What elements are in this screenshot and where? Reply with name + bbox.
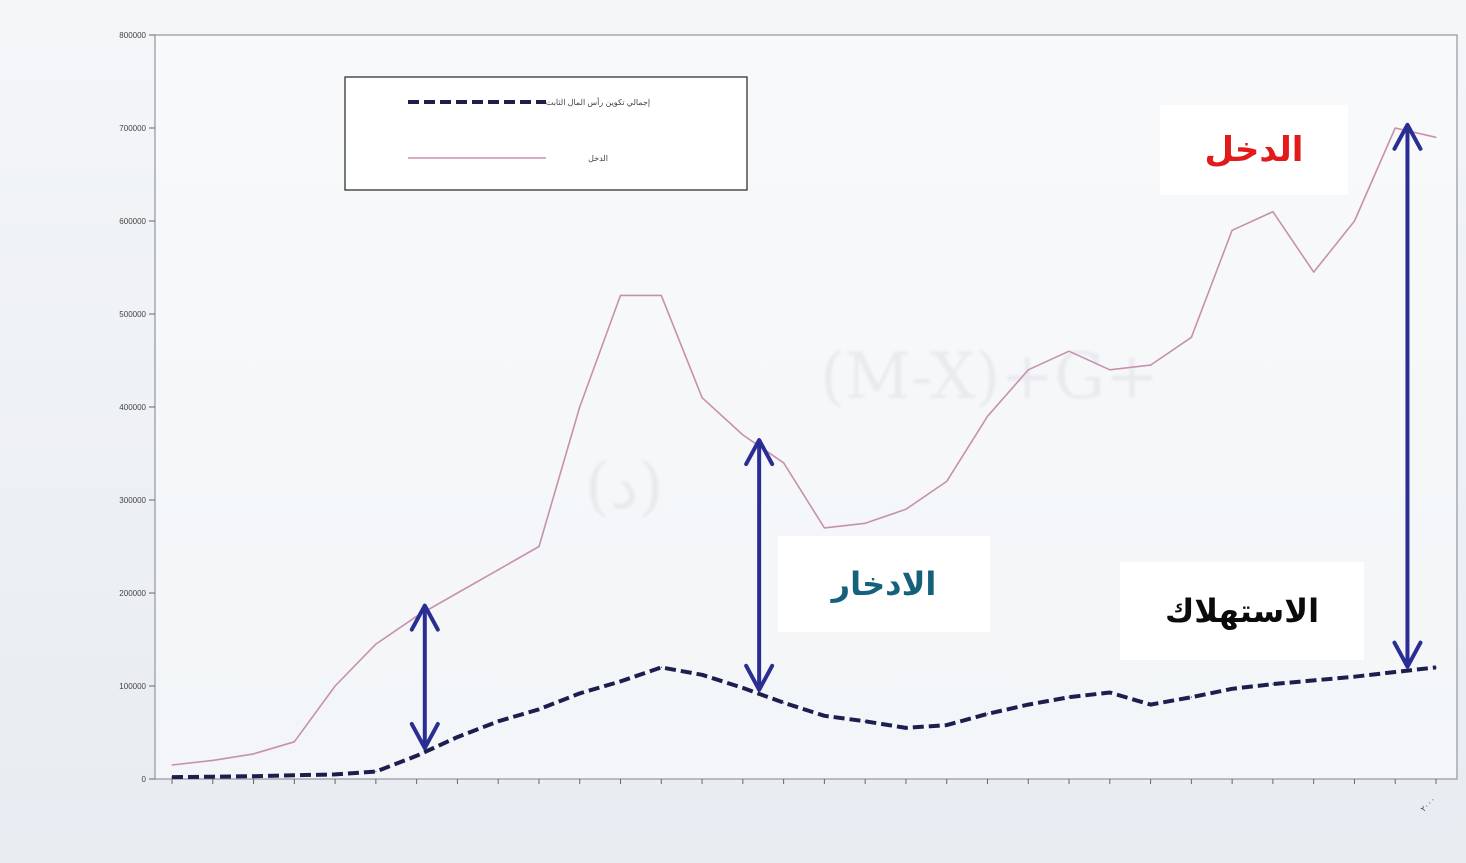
income-point [579,406,581,408]
y-tick-label: 700000 [119,124,146,133]
y-tick-label: 200000 [119,589,146,598]
income-label: الدخل [1160,105,1348,195]
income-point [742,434,744,436]
saving-label: الادخار [778,536,990,632]
legend: إجمالي تكوين رأس المال الثابت الدخل [344,76,748,191]
capital-formation-point [538,708,540,710]
income-point [252,753,255,755]
capital-formation-point [579,692,581,695]
series-layer [171,127,1437,780]
capital-formation-point [456,736,459,738]
x-tick-label: ٢٠٠٠ [1419,795,1438,814]
capital-formation-point [375,770,377,773]
capital-formation-point [1353,676,1356,678]
income-point [1190,336,1192,338]
income-point [171,764,173,766]
y-axis: 0 100000 200000 300000 400000 500000 600000 700… [119,31,155,784]
legend-label-capital: إجمالي تكوين رأس المال الثابت [546,96,650,107]
income-point [538,545,540,548]
y-tick-label: 100000 [119,682,146,691]
capital-formation-point [1313,679,1315,682]
legend-label-income: الدخل [588,154,608,163]
capital-formation-point [864,720,866,722]
capital-formation-point [823,715,825,717]
income-line [171,127,1437,766]
capital-formation-point [660,666,662,669]
capital-formation-line [171,665,1437,780]
gap-arrow-middle-head-top [744,438,775,467]
income-point [619,294,622,296]
y-tick-label: 0 [142,775,147,784]
income-point [212,759,214,762]
capital-formation-point [1190,696,1192,698]
capital-formation-point [742,687,744,689]
capital-formation-point [1435,666,1437,669]
gap-arrow-left-head-bottom [409,722,440,751]
capital-formation-point [619,680,622,682]
capital-formation-point [1149,704,1152,706]
y-tick-label: 500000 [119,310,146,319]
capital-formation-point [1231,688,1233,690]
show-through-text: (M-X)+G+ [820,340,1159,414]
capital-formation-point [293,774,295,776]
income-point [375,643,377,645]
capital-formation-point [905,727,907,729]
income-point [1027,369,1029,371]
capital-formation-point [946,724,948,726]
income-point [456,592,459,594]
y-tick-label: 400000 [119,403,146,412]
capital-formation-point [171,776,173,778]
capital-formation-point [416,755,418,757]
income-point [1313,271,1315,273]
annotation-arrows [409,122,1423,751]
capital-formation-point [334,773,336,775]
income-point [497,569,499,571]
capital-formation-point [1068,696,1070,698]
capital-formation-point [1394,671,1396,673]
capital-formation-point [497,720,499,722]
capital-formation-point [1272,683,1274,685]
income-point [1231,229,1233,231]
gap-arrow-right-head-top [1392,122,1423,151]
capital-formation-point [252,775,255,777]
income-point [660,294,662,296]
income-point [1435,136,1437,138]
gap-arrow-left-head-top [409,603,440,632]
capital-formation-point [701,674,703,676]
income-point [864,522,866,524]
capital-formation-point [986,713,989,715]
consumption-label: الاستهلاك [1120,562,1364,660]
y-tick-label: 600000 [119,217,146,226]
income-point [1068,350,1070,352]
income-point [823,527,825,529]
capital-formation-point [1109,691,1111,694]
income-point [1353,220,1356,222]
x-axis: ٢٠٠٠ [171,779,1438,814]
income-point [1272,211,1274,213]
legend-box [344,76,748,191]
income-point [946,480,948,482]
capital-formation-point [783,702,785,704]
gap-arrow-middle-head-bottom [744,663,775,692]
income-point [905,508,907,510]
capital-formation-point [212,776,214,778]
income-point [1149,364,1152,366]
income-point [334,685,336,687]
income-point [1109,369,1111,371]
income-point [1394,127,1396,129]
income-point [986,415,989,417]
capital-formation-point [1027,704,1029,706]
y-tick-label: 800000 [119,31,146,40]
y-tick-label: 300000 [119,496,146,505]
income-point [293,741,295,743]
show-through-text: (د) [585,450,664,524]
gap-arrow-right-head-bottom [1392,640,1423,669]
income-point [701,397,703,399]
income-point [783,462,785,464]
